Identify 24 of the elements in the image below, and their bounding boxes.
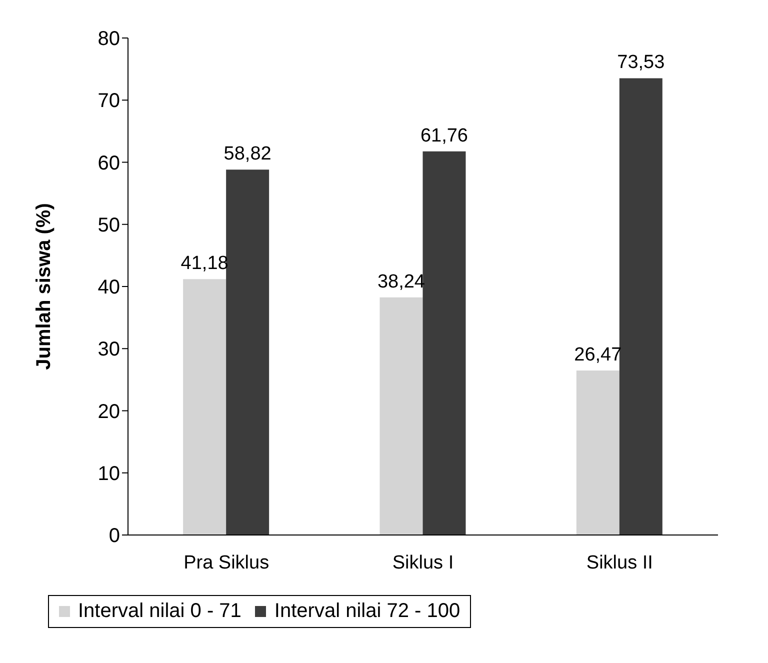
bar — [380, 297, 423, 535]
legend-label: Interval nilai 72 - 100 — [273, 600, 460, 623]
legend-label: Interval nilai 0 - 71 — [77, 600, 242, 623]
y-tick-label: 70 — [98, 90, 120, 112]
x-tick-label: Pra Siklus — [184, 552, 270, 574]
bar — [422, 151, 466, 535]
y-tick-label: 30 — [98, 338, 120, 361]
y-tick-label: 0 — [108, 525, 120, 548]
data-label: 58,82 — [224, 144, 272, 165]
data-label: 61,76 — [420, 125, 468, 146]
y-tick-label: 10 — [98, 462, 120, 485]
x-tick-label: Siklus II — [586, 552, 653, 574]
y-tick-label: 20 — [98, 400, 120, 423]
bar — [576, 370, 620, 535]
bar — [183, 279, 226, 535]
y-tick-label: 80 — [98, 28, 120, 50]
data-label: 73,53 — [617, 52, 665, 74]
bar — [619, 78, 662, 535]
y-tick-label: 60 — [98, 152, 120, 174]
x-tick-label: Siklus I — [392, 552, 454, 574]
y-tick-label: 40 — [98, 276, 120, 299]
y-tick-label: 50 — [98, 214, 120, 236]
bar — [226, 170, 270, 535]
y-axis-title: Jumlah siswa (%) — [33, 203, 56, 370]
